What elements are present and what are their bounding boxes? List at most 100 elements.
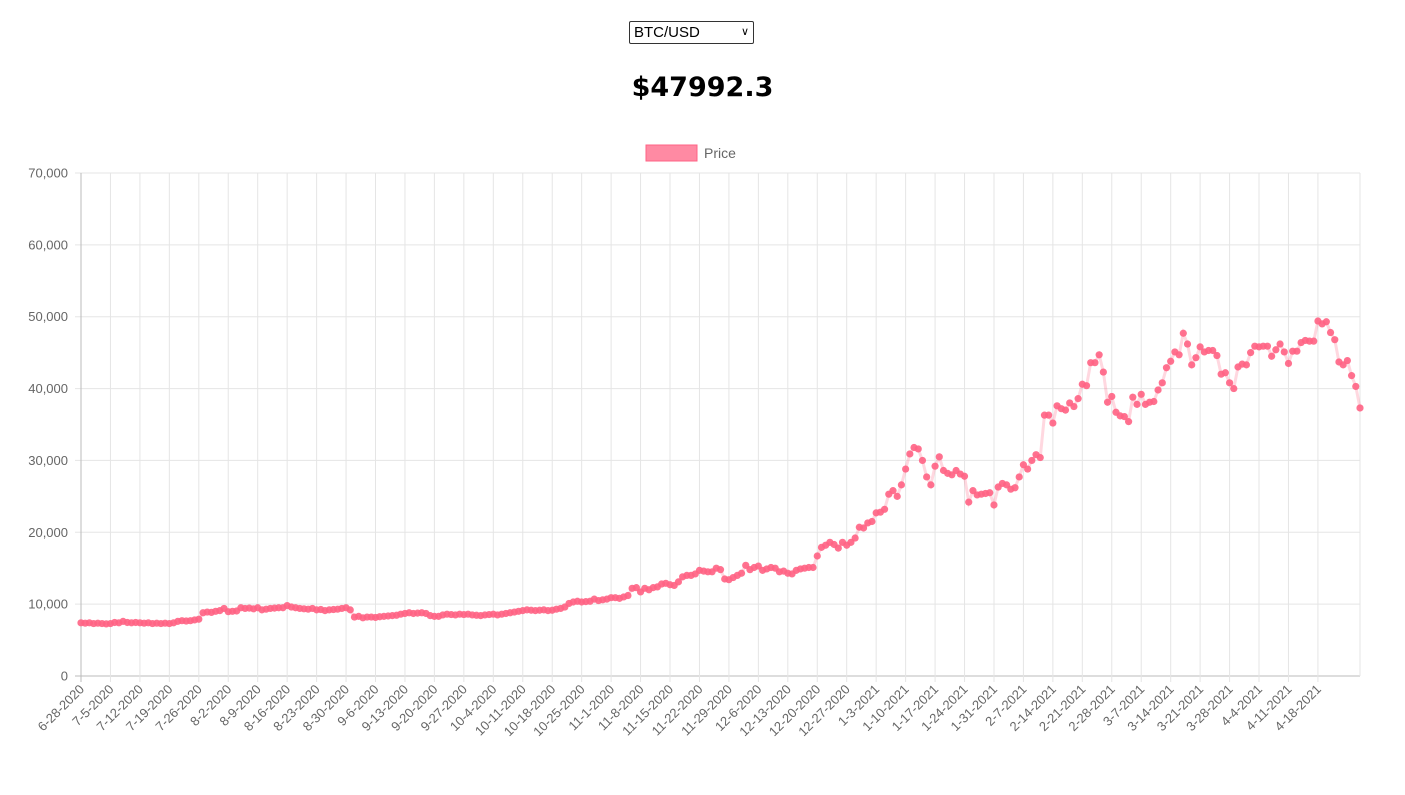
price-point[interactable]	[1192, 354, 1200, 362]
x-axis-ticks: 6-28-20207-5-20207-12-20207-19-20207-26-…	[35, 682, 1324, 740]
price-point[interactable]	[1331, 336, 1339, 344]
price-point[interactable]	[851, 534, 859, 542]
price-point[interactable]	[1108, 392, 1116, 401]
price-point[interactable]	[1230, 384, 1238, 393]
price-point[interactable]	[1028, 456, 1036, 465]
pair-select[interactable]: BTC/USD ∨	[629, 21, 754, 44]
legend-swatch-price	[645, 144, 698, 162]
pair-select-value: BTC/USD	[634, 24, 700, 41]
y-tick-label: 50,000	[28, 309, 68, 324]
chart-grid	[75, 172, 1361, 682]
price-point[interactable]	[1322, 318, 1330, 326]
price-point[interactable]	[813, 552, 821, 560]
price-point[interactable]	[834, 544, 842, 552]
price-point[interactable]	[1221, 369, 1229, 377]
price-point[interactable]	[1133, 400, 1141, 408]
chevron-down-icon: ∨	[740, 26, 749, 38]
price-point[interactable]	[195, 615, 203, 623]
current-price: $47992.3	[631, 72, 774, 103]
y-tick-label: 10,000	[28, 597, 68, 612]
price-point[interactable]	[1158, 379, 1166, 387]
price-point[interactable]	[1137, 390, 1145, 398]
price-point[interactable]	[880, 505, 889, 513]
price-point[interactable]	[897, 481, 906, 489]
price-point[interactable]	[1036, 453, 1044, 462]
price-point[interactable]	[1049, 419, 1057, 427]
price-point[interactable]	[1268, 352, 1276, 360]
price-point[interactable]	[1247, 349, 1255, 357]
price-point[interactable]	[1162, 364, 1171, 372]
price-point[interactable]	[1284, 359, 1293, 368]
price-point[interactable]	[965, 498, 973, 506]
price-point[interactable]	[935, 453, 943, 461]
price-point[interactable]	[1099, 368, 1107, 376]
price-point[interactable]	[1209, 346, 1217, 355]
price-point[interactable]	[737, 569, 746, 577]
price-point[interactable]	[868, 517, 876, 526]
price-point[interactable]	[809, 563, 817, 572]
price-point[interactable]	[1150, 397, 1158, 406]
price-point[interactable]	[1179, 329, 1187, 337]
price-point[interactable]	[889, 487, 897, 495]
price-point[interactable]	[1167, 357, 1175, 365]
y-tick-label: 70,000	[28, 166, 68, 181]
price-point[interactable]	[1011, 484, 1019, 492]
price-point[interactable]	[1129, 393, 1137, 401]
price-point[interactable]	[674, 578, 683, 586]
price-point[interactable]	[1125, 418, 1133, 426]
price-point[interactable]	[986, 489, 994, 497]
price-point[interactable]	[1242, 361, 1250, 369]
price-series-points	[77, 317, 1364, 628]
price-point[interactable]	[918, 456, 927, 465]
price-point[interactable]	[1352, 382, 1360, 391]
price-point[interactable]	[914, 445, 922, 453]
price-point[interactable]	[1293, 347, 1301, 355]
price-point[interactable]	[1183, 340, 1192, 348]
price-point[interactable]	[931, 462, 939, 470]
y-tick-label: 40,000	[28, 381, 68, 396]
price-point[interactable]	[1343, 356, 1351, 365]
price-point[interactable]	[1188, 361, 1196, 369]
chart-legend: Price	[645, 144, 736, 162]
price-point[interactable]	[1272, 346, 1280, 354]
price-point[interactable]	[1061, 406, 1070, 414]
price-point[interactable]	[1091, 359, 1099, 367]
price-point[interactable]	[1276, 340, 1284, 348]
price-point[interactable]	[906, 450, 914, 458]
price-point[interactable]	[1280, 348, 1288, 356]
y-axis-ticks: 0 10,000 20,000 30,000 40,000 50,000 60,000 70,…	[28, 166, 68, 684]
price-point[interactable]	[1326, 328, 1335, 337]
price-point[interactable]	[902, 465, 910, 473]
price-point[interactable]	[1356, 404, 1364, 412]
price-point[interactable]	[927, 481, 935, 489]
price-point[interactable]	[1347, 372, 1356, 380]
price-point[interactable]	[1103, 398, 1112, 406]
price-point[interactable]	[990, 501, 998, 509]
y-tick-label: 0	[61, 669, 68, 684]
price-point[interactable]	[346, 606, 354, 614]
price-point[interactable]	[1225, 379, 1234, 387]
price-point[interactable]	[716, 566, 725, 574]
y-tick-label: 60,000	[28, 237, 68, 252]
price-point[interactable]	[1074, 395, 1082, 403]
price-point[interactable]	[1196, 343, 1204, 351]
price-point[interactable]	[1310, 337, 1318, 345]
price-point[interactable]	[1082, 382, 1091, 390]
price-point[interactable]	[1213, 351, 1221, 360]
price-point[interactable]	[893, 492, 901, 500]
price-point[interactable]	[1070, 402, 1078, 411]
price-point[interactable]	[923, 473, 931, 481]
legend-label-price: Price	[704, 145, 736, 161]
price-point[interactable]	[1024, 465, 1032, 473]
price-point[interactable]	[859, 524, 868, 532]
price-point[interactable]	[960, 472, 969, 480]
price-point[interactable]	[1154, 386, 1162, 394]
price-point[interactable]	[1263, 342, 1272, 350]
price-point[interactable]	[1175, 351, 1183, 359]
price-point[interactable]	[624, 591, 632, 600]
price-point[interactable]	[1045, 411, 1053, 419]
price-point[interactable]	[1120, 413, 1128, 421]
price-point[interactable]	[1015, 473, 1023, 481]
price-point[interactable]	[1095, 351, 1103, 359]
